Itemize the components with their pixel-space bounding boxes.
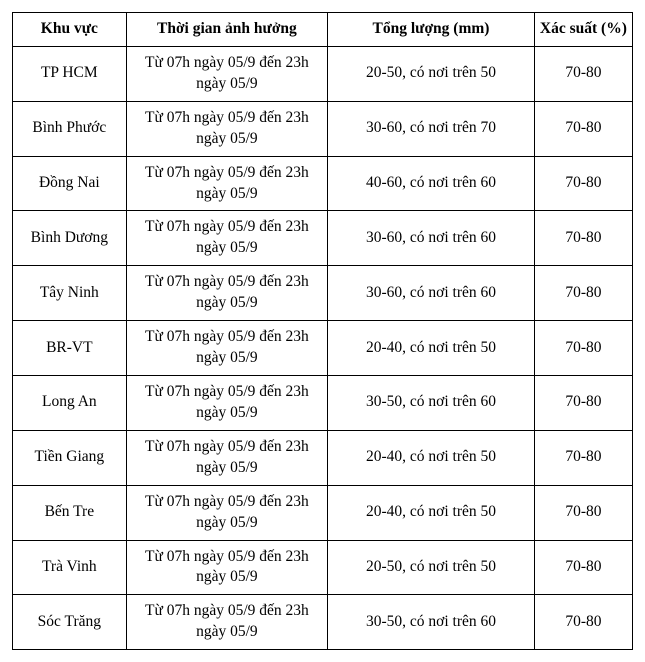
cell-probability: 70-80 [534, 375, 632, 430]
cell-probability: 70-80 [534, 540, 632, 595]
cell-area: TP HCM [13, 46, 127, 101]
cell-area: Long An [13, 375, 127, 430]
col-header-probability: Xác suất (%) [534, 13, 632, 47]
cell-rainfall: 20-40, có nơi trên 50 [328, 321, 535, 376]
cell-rainfall: 30-50, có nơi trên 60 [328, 375, 535, 430]
table-row: Bình PhướcTừ 07h ngày 05/9 đến 23h ngày … [13, 101, 633, 156]
cell-probability: 70-80 [534, 266, 632, 321]
cell-area: Bình Phước [13, 101, 127, 156]
cell-time: Từ 07h ngày 05/9 đến 23h ngày 05/9 [126, 156, 328, 211]
cell-probability: 70-80 [534, 595, 632, 650]
col-header-rainfall: Tổng lượng (mm) [328, 13, 535, 47]
cell-time: Từ 07h ngày 05/9 đến 23h ngày 05/9 [126, 211, 328, 266]
cell-area: Trà Vinh [13, 540, 127, 595]
table-row: Long AnTừ 07h ngày 05/9 đến 23h ngày 05/… [13, 375, 633, 430]
table-row: TP HCMTừ 07h ngày 05/9 đến 23h ngày 05/9… [13, 46, 633, 101]
rainfall-forecast-table: Khu vực Thời gian ảnh hưởng Tổng lượng (… [12, 12, 633, 650]
cell-rainfall: 20-50, có nơi trên 50 [328, 46, 535, 101]
cell-area: Bến Tre [13, 485, 127, 540]
table-row: Tiền GiangTừ 07h ngày 05/9 đến 23h ngày … [13, 430, 633, 485]
cell-time: Từ 07h ngày 05/9 đến 23h ngày 05/9 [126, 540, 328, 595]
cell-probability: 70-80 [534, 156, 632, 211]
cell-rainfall: 20-40, có nơi trên 50 [328, 485, 535, 540]
cell-rainfall: 30-60, có nơi trên 60 [328, 266, 535, 321]
cell-probability: 70-80 [534, 485, 632, 540]
table-row: Sóc TrăngTừ 07h ngày 05/9 đến 23h ngày 0… [13, 595, 633, 650]
table-row: BR-VTTừ 07h ngày 05/9 đến 23h ngày 05/92… [13, 321, 633, 376]
cell-rainfall: 30-60, có nơi trên 70 [328, 101, 535, 156]
cell-area: Đồng Nai [13, 156, 127, 211]
cell-time: Từ 07h ngày 05/9 đến 23h ngày 05/9 [126, 101, 328, 156]
table-row: Bình DươngTừ 07h ngày 05/9 đến 23h ngày … [13, 211, 633, 266]
cell-rainfall: 30-60, có nơi trên 60 [328, 211, 535, 266]
col-header-area: Khu vực [13, 13, 127, 47]
cell-rainfall: 30-50, có nơi trên 60 [328, 595, 535, 650]
cell-time: Từ 07h ngày 05/9 đến 23h ngày 05/9 [126, 46, 328, 101]
cell-area: Tiền Giang [13, 430, 127, 485]
cell-area: Tây Ninh [13, 266, 127, 321]
cell-time: Từ 07h ngày 05/9 đến 23h ngày 05/9 [126, 595, 328, 650]
col-header-time: Thời gian ảnh hưởng [126, 13, 328, 47]
cell-area: BR-VT [13, 321, 127, 376]
table-header: Khu vực Thời gian ảnh hưởng Tổng lượng (… [13, 13, 633, 47]
cell-probability: 70-80 [534, 321, 632, 376]
cell-time: Từ 07h ngày 05/9 đến 23h ngày 05/9 [126, 430, 328, 485]
cell-rainfall: 20-40, có nơi trên 50 [328, 430, 535, 485]
cell-probability: 70-80 [534, 101, 632, 156]
cell-probability: 70-80 [534, 211, 632, 266]
table-header-row: Khu vực Thời gian ảnh hưởng Tổng lượng (… [13, 13, 633, 47]
cell-probability: 70-80 [534, 46, 632, 101]
cell-rainfall: 40-60, có nơi trên 60 [328, 156, 535, 211]
table-row: Đồng NaiTừ 07h ngày 05/9 đến 23h ngày 05… [13, 156, 633, 211]
table-row: Tây NinhTừ 07h ngày 05/9 đến 23h ngày 05… [13, 266, 633, 321]
table-body: TP HCMTừ 07h ngày 05/9 đến 23h ngày 05/9… [13, 46, 633, 649]
cell-area: Bình Dương [13, 211, 127, 266]
cell-time: Từ 07h ngày 05/9 đến 23h ngày 05/9 [126, 485, 328, 540]
cell-time: Từ 07h ngày 05/9 đến 23h ngày 05/9 [126, 266, 328, 321]
cell-time: Từ 07h ngày 05/9 đến 23h ngày 05/9 [126, 375, 328, 430]
cell-area: Sóc Trăng [13, 595, 127, 650]
table-row: Trà VinhTừ 07h ngày 05/9 đến 23h ngày 05… [13, 540, 633, 595]
cell-rainfall: 20-50, có nơi trên 50 [328, 540, 535, 595]
cell-probability: 70-80 [534, 430, 632, 485]
cell-time: Từ 07h ngày 05/9 đến 23h ngày 05/9 [126, 321, 328, 376]
table-row: Bến TreTừ 07h ngày 05/9 đến 23h ngày 05/… [13, 485, 633, 540]
